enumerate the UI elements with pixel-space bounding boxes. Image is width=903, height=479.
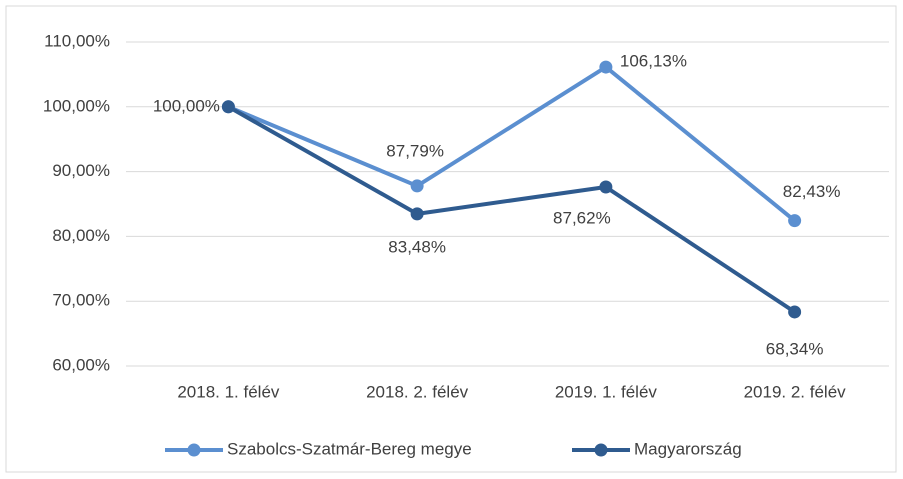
data-point (788, 305, 802, 319)
data-label: 106,13% (620, 52, 687, 71)
legend-marker (594, 443, 608, 457)
chart-border (5, 5, 897, 473)
data-label: 82,43% (783, 182, 841, 201)
x-tick-label: 2019. 1. félév (555, 382, 658, 401)
data-label: 68,34% (766, 339, 824, 358)
data-label: 83,48% (388, 237, 446, 256)
y-tick-label: 80,00% (52, 226, 110, 245)
data-point (788, 214, 802, 228)
legend-label: Szabolcs-Szatmár-Bereg megye (227, 439, 472, 458)
y-tick-label: 70,00% (52, 291, 110, 310)
x-tick-label: 2019. 2. félév (744, 382, 847, 401)
data-point (599, 180, 613, 194)
y-tick-label: 60,00% (52, 355, 110, 374)
x-tick-label: 2018. 2. félév (366, 382, 469, 401)
series-line (227, 105, 796, 314)
data-point (599, 60, 613, 74)
data-label: 87,62% (553, 209, 611, 228)
data-point (221, 100, 235, 114)
legend-marker (187, 443, 201, 457)
data-point (410, 207, 424, 221)
data-point (410, 179, 424, 193)
data-label: 87,79% (386, 141, 444, 160)
y-tick-label: 90,00% (52, 161, 110, 180)
y-tick-label: 110,00% (44, 31, 110, 50)
series-line (227, 65, 796, 223)
y-tick-label: 100,00% (43, 96, 110, 115)
data-label: 100,00% (153, 96, 220, 115)
x-tick-label: 2018. 1. félév (177, 382, 280, 401)
legend-label: Magyarország (634, 439, 742, 458)
